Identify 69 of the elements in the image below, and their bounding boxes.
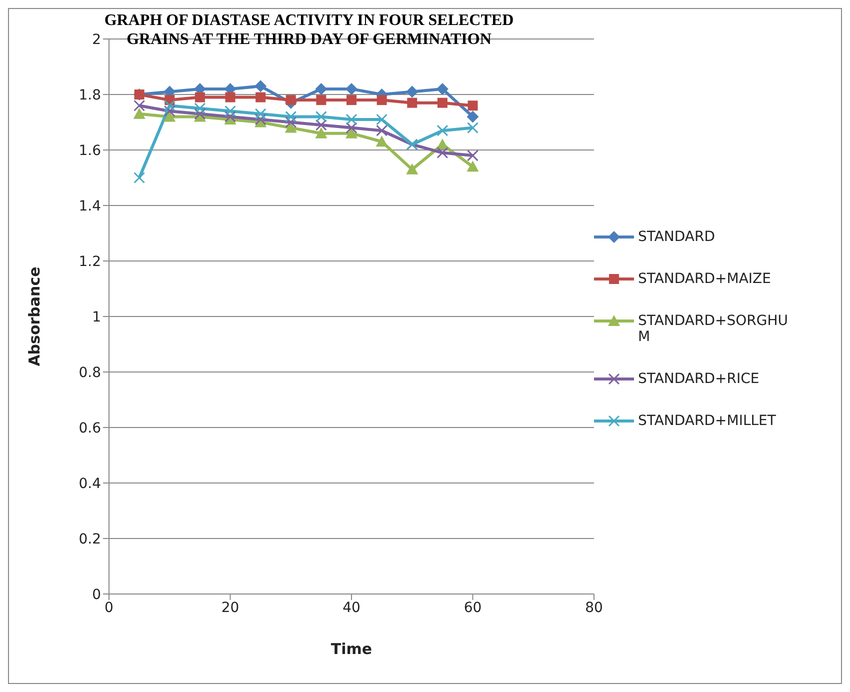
point bbox=[376, 136, 388, 147]
point bbox=[315, 82, 328, 95]
point bbox=[315, 119, 327, 131]
point bbox=[224, 110, 236, 122]
point bbox=[406, 86, 418, 98]
y-tick-label: 0 bbox=[92, 586, 101, 603]
point bbox=[284, 122, 297, 133]
point bbox=[376, 114, 388, 126]
point bbox=[468, 100, 478, 111]
point bbox=[134, 172, 146, 184]
y-tick-label: 0.6 bbox=[78, 420, 102, 436]
legend-label: STANDARD+MAIZE bbox=[638, 270, 771, 286]
point bbox=[286, 95, 296, 106]
point bbox=[346, 122, 358, 134]
point bbox=[315, 110, 327, 122]
legend-label: STANDARD+SORGHUM bbox=[638, 312, 789, 344]
point bbox=[346, 95, 356, 106]
x-tick-label: 20 bbox=[221, 600, 240, 616]
point bbox=[406, 163, 418, 174]
point bbox=[224, 105, 236, 117]
point bbox=[437, 98, 448, 108]
legend-label: STANDARD+MILLET bbox=[638, 412, 776, 428]
y-tick-label: 1 bbox=[92, 309, 101, 326]
point bbox=[164, 105, 176, 117]
point bbox=[164, 110, 176, 122]
y-tick-label: 0.2 bbox=[78, 531, 101, 548]
chart-title: GRAPH OF DIASTASE ACTIVITY IN FOUR SELECTED GRAINS AT THE THIRD DAY OF GERMINATION bbox=[104, 12, 514, 48]
point bbox=[436, 147, 448, 159]
point bbox=[285, 110, 297, 122]
x-axis-title: Time bbox=[330, 640, 372, 658]
point bbox=[254, 80, 267, 92]
legend-label: STANDARD+RICE bbox=[638, 370, 760, 386]
point bbox=[194, 92, 205, 102]
point bbox=[315, 127, 328, 138]
point bbox=[316, 95, 326, 106]
y-tick-label: 1.6 bbox=[78, 142, 102, 159]
point bbox=[376, 95, 387, 106]
x-tick-label: 40 bbox=[342, 600, 360, 616]
y-tick-label: 0.8 bbox=[78, 364, 101, 381]
x-tick-label: 60 bbox=[464, 600, 482, 616]
y-tick-label: 1.4 bbox=[78, 198, 102, 214]
point bbox=[194, 102, 206, 114]
y-tick-label: 1.2 bbox=[78, 254, 101, 270]
point bbox=[164, 100, 176, 112]
y-tick-label: 2 bbox=[92, 32, 101, 48]
point bbox=[436, 82, 448, 95]
point bbox=[466, 160, 479, 172]
point bbox=[466, 110, 479, 123]
point bbox=[467, 122, 478, 134]
point bbox=[376, 124, 388, 136]
legend-label: STANDARD bbox=[638, 228, 716, 244]
point bbox=[256, 92, 266, 102]
point bbox=[254, 108, 266, 120]
point bbox=[225, 92, 236, 102]
x-tick-label: 80 bbox=[585, 600, 603, 616]
point bbox=[133, 108, 146, 119]
x-tick-label: 0 bbox=[104, 600, 114, 616]
y-tick-label: 1.8 bbox=[78, 87, 101, 104]
point bbox=[346, 82, 358, 95]
point bbox=[285, 116, 297, 128]
point bbox=[254, 114, 266, 126]
point bbox=[194, 108, 206, 120]
point bbox=[407, 98, 418, 108]
point bbox=[436, 124, 448, 136]
point bbox=[134, 100, 146, 112]
point bbox=[467, 150, 478, 162]
y-axis-title: Absorbance bbox=[25, 266, 44, 366]
y-tick-label: 0.4 bbox=[78, 476, 102, 492]
point bbox=[346, 114, 358, 126]
